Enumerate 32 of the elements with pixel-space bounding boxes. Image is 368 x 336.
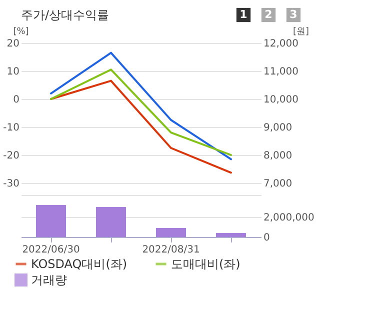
bar bbox=[216, 233, 246, 237]
y2-tick-label: 12,000 bbox=[264, 38, 298, 50]
line-series bbox=[50, 52, 232, 160]
line-series bbox=[50, 80, 232, 174]
text: 3 bbox=[290, 8, 298, 21]
y2-tick-label: 9,000 bbox=[264, 122, 292, 134]
legend-label: 도매대비(좌) bbox=[171, 257, 240, 271]
bar bbox=[156, 228, 186, 237]
y-tick-label: 2,000,000 bbox=[264, 212, 314, 224]
bar bbox=[36, 205, 66, 237]
legend-label: 거래량 bbox=[31, 273, 67, 287]
y2-tick-label: 8,000 bbox=[264, 150, 292, 162]
chart-title: 주가/상대수익률 bbox=[21, 8, 110, 22]
line-series bbox=[50, 68, 232, 156]
y-tick-label: -10 bbox=[3, 122, 20, 134]
legend-label: KOSDAQ대비(좌) bbox=[31, 257, 128, 271]
text: 1 bbox=[240, 8, 248, 21]
y-tick-label: -30 bbox=[3, 178, 20, 190]
x-tick-label: 2022/08/31 bbox=[142, 244, 200, 256]
y-axis-title: [%] bbox=[13, 27, 29, 37]
y-tick-label: -20 bbox=[3, 150, 20, 162]
y-tick-label: 20 bbox=[6, 38, 20, 50]
y2-tick-label: 7,000 bbox=[264, 178, 292, 190]
y-tick-label: 10 bbox=[6, 66, 20, 78]
y-tick-label: 0 bbox=[264, 232, 270, 244]
y2-tick-label: 11,000 bbox=[264, 66, 298, 78]
text: 2 bbox=[264, 8, 272, 21]
bar bbox=[96, 207, 126, 237]
x-tick-label: 2022/06/30 bbox=[22, 244, 80, 256]
y-tick-label: 0 bbox=[13, 94, 20, 106]
y2-tick-label: 10,000 bbox=[264, 94, 298, 106]
y2-axis-title: [원] bbox=[292, 27, 310, 37]
